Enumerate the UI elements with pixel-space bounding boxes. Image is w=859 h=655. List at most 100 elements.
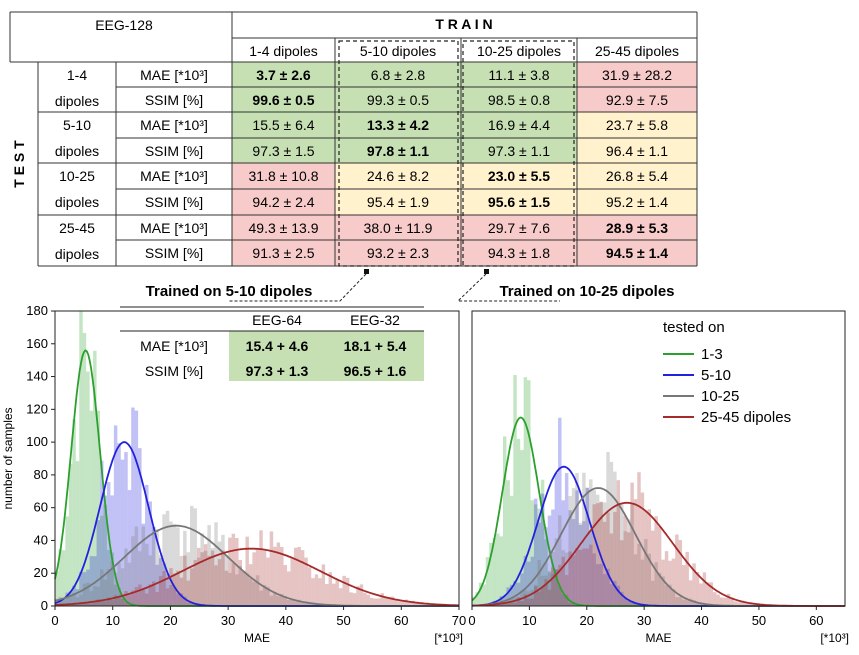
histogram-bar <box>262 584 267 606</box>
histogram-bar <box>613 511 617 606</box>
histogram-bar <box>103 601 107 606</box>
histogram-bar <box>616 585 621 606</box>
histogram-bar <box>245 573 249 606</box>
histogram-bar <box>702 572 707 606</box>
table-cell: 93.2 ± 2.3 <box>367 245 429 261</box>
row-group-label: 10-25 <box>59 168 95 184</box>
histogram-bar <box>575 604 579 606</box>
table-cell: 49.3 ± 13.9 <box>249 220 319 236</box>
histogram-bar <box>502 604 507 606</box>
metric-label: MAE [*10³] <box>140 67 208 83</box>
histogram-bar <box>217 541 222 606</box>
histogram-bar <box>304 601 308 606</box>
histogram-bar <box>127 562 132 606</box>
highlight-box-5-10 <box>338 40 459 267</box>
x-tick-label: 0 <box>468 613 475 628</box>
table-cell: 31.8 ± 10.8 <box>249 168 319 184</box>
histogram-bar <box>134 526 139 606</box>
histogram-bar <box>547 572 552 606</box>
inset-row-label: MAE [*10³] <box>140 338 208 354</box>
histogram-bar <box>165 588 170 606</box>
histogram-bar <box>214 565 218 606</box>
histogram-bar <box>75 589 80 606</box>
inset-cell: 18.1 + 5.4 <box>344 338 407 354</box>
results-table: EEG-128 T R A I N T E S T 1-4 dipoles 5-10 d… <box>9 11 698 267</box>
table-cell: 99.6 ± 0.5 <box>252 92 314 108</box>
y-tick-label: 60 <box>34 500 48 515</box>
histogram-bar <box>520 573 524 606</box>
histogram-bar <box>509 495 514 606</box>
histogram-bar <box>620 502 624 606</box>
histogram-bar <box>568 551 572 606</box>
table-cell: 97.3 ± 1.1 <box>488 143 550 159</box>
histogram-bar <box>65 516 69 606</box>
histogram-bar <box>713 592 717 606</box>
table-cell: 94.2 ± 2.4 <box>252 194 314 210</box>
histogram-bar <box>564 552 569 606</box>
histogram-bar <box>145 484 149 606</box>
histogram-bar <box>626 519 631 606</box>
histogram-bar <box>390 596 395 606</box>
histogram-bar <box>141 523 146 606</box>
table-cell-bg <box>461 215 577 240</box>
histogram-bar <box>692 563 696 606</box>
histogram-bar <box>349 592 353 606</box>
histogram-bar <box>523 555 528 606</box>
histogram-bar <box>509 602 514 606</box>
series-green <box>472 375 583 606</box>
histogram-bar <box>585 487 590 606</box>
histogram-bar <box>523 594 528 606</box>
legend-label: 1-3 <box>701 346 723 363</box>
histogram-bar <box>238 565 242 606</box>
metric-label: SSIM [%] <box>145 143 203 159</box>
histogram-bar <box>589 544 593 606</box>
histogram-bar <box>293 601 298 606</box>
histogram-bar <box>96 599 101 606</box>
histogram-bar <box>561 556 565 606</box>
x-tick-label: 30 <box>221 613 235 628</box>
histogram-bar <box>106 549 111 606</box>
table-cell: 24.6 ± 8.2 <box>367 168 429 184</box>
table-cell: 94.5 ± 1.4 <box>606 245 668 261</box>
histogram-bar <box>377 598 381 606</box>
histogram-bar <box>61 600 66 606</box>
histogram-bar <box>297 546 301 606</box>
x-tick-label: 20 <box>580 613 594 628</box>
histogram-bar <box>155 529 159 606</box>
x-axis-label: MAE <box>645 631 671 645</box>
histogram-bar <box>280 547 284 606</box>
column-header: 1-4 dipoles <box>249 43 318 59</box>
histogram-bar <box>283 565 288 606</box>
histogram-bar <box>120 568 125 606</box>
histogram-bar <box>207 525 211 606</box>
histogram-bar <box>259 530 263 606</box>
histogram-bar <box>630 502 634 606</box>
table-cell: 16.9 ± 4.4 <box>488 117 550 133</box>
histogram-bar <box>540 479 545 606</box>
histogram-bar <box>540 586 545 606</box>
histogram-bar <box>575 472 579 606</box>
histogram-bar <box>58 599 62 606</box>
histogram-bar <box>169 585 173 606</box>
x-tick-label: 70 <box>452 613 466 628</box>
histogram-bar <box>297 599 301 606</box>
histogram-bar <box>668 584 672 606</box>
table-cell: 11.1 ± 3.8 <box>488 67 549 83</box>
table-cell-bg <box>577 163 697 189</box>
table-cell-bg <box>232 240 335 266</box>
histogram-bar <box>623 515 627 606</box>
histogram-bar <box>682 599 686 606</box>
table-cell-bg <box>232 112 335 138</box>
histogram-bar <box>585 487 590 606</box>
series-red <box>485 472 769 606</box>
row-group-label: dipoles <box>55 194 99 210</box>
histogram-bar <box>404 599 409 606</box>
table-cell: 29.7 ± 7.6 <box>488 220 550 236</box>
legend-label: 5-10 <box>701 367 731 384</box>
histogram-bar <box>380 593 384 606</box>
legend: tested on 1-3 5-10 10-25 25-45 dipoles <box>663 319 791 426</box>
histogram-bar <box>190 568 194 606</box>
histogram-bar <box>276 542 281 606</box>
histogram-bar <box>127 595 132 606</box>
table-cell-bg <box>335 163 461 189</box>
